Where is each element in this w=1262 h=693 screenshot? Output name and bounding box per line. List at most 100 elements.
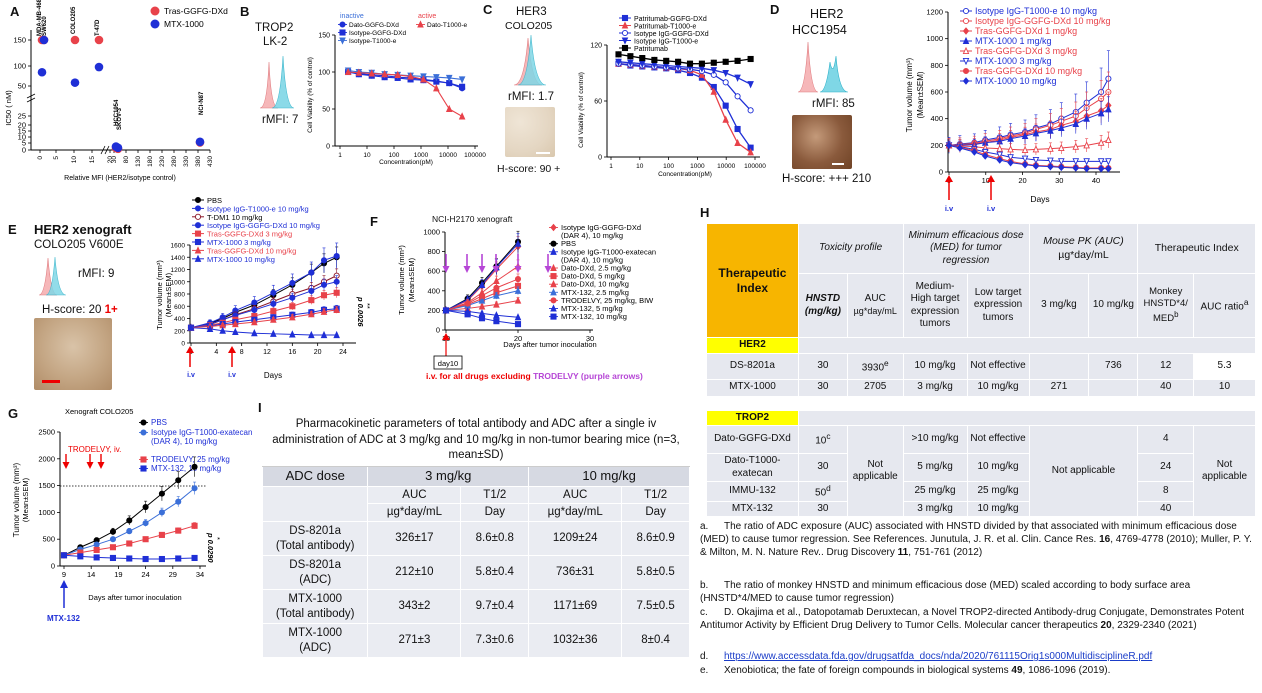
fn-link[interactable]: https://www.accessdata.fda.gov/drugsatfd… bbox=[724, 651, 1153, 662]
panel-e-iv-1: i.v bbox=[187, 372, 195, 379]
legend-marker bbox=[550, 273, 557, 280]
panel-b-label: B bbox=[240, 4, 250, 19]
i-row-name2: (Total antibody) bbox=[275, 539, 355, 552]
legend-item: MTX-132, 10 mg/kg bbox=[151, 464, 221, 473]
xtick-label: 20 bbox=[314, 349, 322, 356]
panel-f-note: i.v. for all drugs excluding TRODELVY (p… bbox=[426, 371, 643, 381]
legend-marker bbox=[140, 465, 147, 472]
data-point bbox=[1057, 123, 1065, 132]
xtick-label: 30 bbox=[111, 156, 118, 164]
trodelvy-arrow-head bbox=[86, 462, 94, 469]
legend-marker bbox=[962, 77, 970, 85]
panel-b-ylabel: Cell Viability (% of control) bbox=[307, 57, 314, 133]
legend-item: Dato-T1000-e bbox=[427, 22, 467, 29]
panel-b-inactive: inactive bbox=[340, 13, 364, 20]
legend-item: (DAR 4), 10 mg/kg bbox=[151, 437, 217, 446]
i-row-name: MTX-1000 (ADC) bbox=[261, 623, 369, 659]
legend-marker bbox=[621, 21, 629, 29]
legend-item: Isotype-GGFG-DXd bbox=[349, 30, 406, 37]
ytick-label: 150 bbox=[13, 36, 26, 45]
legend-item: PBS bbox=[561, 239, 576, 248]
data-point bbox=[1047, 144, 1054, 152]
panel-c-title1: HER3 bbox=[516, 6, 547, 18]
data-point bbox=[109, 536, 117, 543]
data-point bbox=[93, 554, 100, 561]
data-point bbox=[442, 307, 450, 314]
data-point bbox=[158, 531, 165, 538]
data-point bbox=[251, 306, 258, 313]
i-cell-a3: 271±3 bbox=[367, 623, 462, 659]
data-point bbox=[289, 313, 296, 321]
panel-g-title: Xenograft COLO205 bbox=[65, 407, 133, 416]
xtick-label: 100000 bbox=[744, 163, 766, 170]
legend-item: Tras-GGFG-DXd 3 mg/kg bbox=[207, 230, 292, 239]
data-point bbox=[142, 503, 149, 511]
legend-item: MTX-1000 3 mg/kg bbox=[207, 238, 271, 247]
data-point bbox=[686, 60, 694, 67]
panel-a-xlabel: Relative MFI (HER2/isotype control) bbox=[64, 175, 176, 182]
panel-b-xlabel: Concentration(pM) bbox=[379, 159, 433, 166]
data-point bbox=[445, 104, 453, 113]
data-point bbox=[1072, 119, 1080, 128]
xtick-label: 10 bbox=[982, 176, 990, 185]
h-cell-ratio: 10 bbox=[1192, 378, 1257, 397]
data-point bbox=[464, 300, 471, 307]
series-line bbox=[190, 256, 337, 329]
h-cell-pk10 bbox=[1088, 378, 1139, 397]
h-cell-hnstd-val: 10 bbox=[815, 435, 827, 447]
i-h-t10: T1/2 bbox=[621, 485, 690, 505]
data-point bbox=[320, 307, 328, 315]
fn-bold: 20 bbox=[1100, 620, 1112, 631]
data-point bbox=[142, 555, 149, 563]
data-point bbox=[1083, 114, 1090, 122]
legend-item: Isotype IgG-T1000-e 10 mg/kg bbox=[207, 204, 309, 213]
i-cell-t10: 5.8±0.5 bbox=[621, 555, 690, 591]
legend-marker bbox=[550, 240, 557, 247]
panel-h-label: H bbox=[700, 205, 710, 220]
i-h-day10: Day bbox=[621, 503, 690, 523]
data-point bbox=[109, 554, 117, 562]
panel-f-note-red: i.v. for all drugs excluding bbox=[426, 371, 534, 381]
xtick-label: 34 bbox=[196, 570, 204, 579]
series-line bbox=[348, 71, 463, 88]
point-mtx bbox=[113, 143, 123, 153]
xtick-label: 1000 bbox=[414, 152, 429, 159]
data-point bbox=[289, 279, 296, 287]
i-row-name: MTX-1000 (Total antibody) bbox=[261, 589, 369, 625]
legend-item: TRODELVY, 25 mg/kg bbox=[151, 455, 230, 464]
panel-e-histogram bbox=[38, 256, 67, 296]
legend-marker bbox=[194, 238, 202, 246]
legend-marker bbox=[962, 67, 970, 75]
h-cell-hnstd-val: 50 bbox=[815, 487, 827, 499]
legend-marker bbox=[962, 17, 970, 25]
ytick-label: 1000 bbox=[423, 228, 440, 237]
data-point bbox=[191, 463, 198, 470]
data-point bbox=[710, 59, 717, 66]
legend-marker bbox=[550, 247, 557, 255]
h-cell-auc-na: Not applicable bbox=[846, 424, 904, 518]
data-point bbox=[514, 286, 522, 294]
panel-c-scale-bar bbox=[536, 152, 550, 154]
panel-d-xlabel: Days bbox=[1030, 194, 1049, 204]
data-point bbox=[333, 278, 340, 285]
data-point bbox=[320, 330, 328, 339]
legend-item: Isotype IgG-T1000-e bbox=[634, 39, 698, 46]
series-line bbox=[618, 63, 751, 153]
trodelvy-arrow-head bbox=[62, 462, 70, 469]
data-point bbox=[175, 527, 182, 534]
data-point bbox=[93, 541, 100, 548]
legend-marker bbox=[621, 14, 629, 22]
data-point bbox=[270, 315, 277, 323]
fn-key: b. bbox=[700, 580, 709, 591]
data-point bbox=[320, 281, 328, 288]
h-head-pk: Mouse PK (AUC) µg*day/mL bbox=[1028, 223, 1139, 274]
ytick-label: 800 bbox=[427, 247, 440, 256]
panel-d-iv-1: i.v bbox=[945, 204, 954, 213]
data-point bbox=[996, 144, 1004, 152]
panel-d-hscore: H-score: +++ 210 bbox=[782, 173, 872, 185]
i-h-auc10: AUC bbox=[528, 485, 623, 505]
data-point bbox=[675, 58, 682, 65]
panel-c-ihc-image bbox=[505, 107, 555, 157]
xtick-label: 5 bbox=[53, 156, 60, 160]
xtick-label: 10000 bbox=[439, 152, 457, 159]
